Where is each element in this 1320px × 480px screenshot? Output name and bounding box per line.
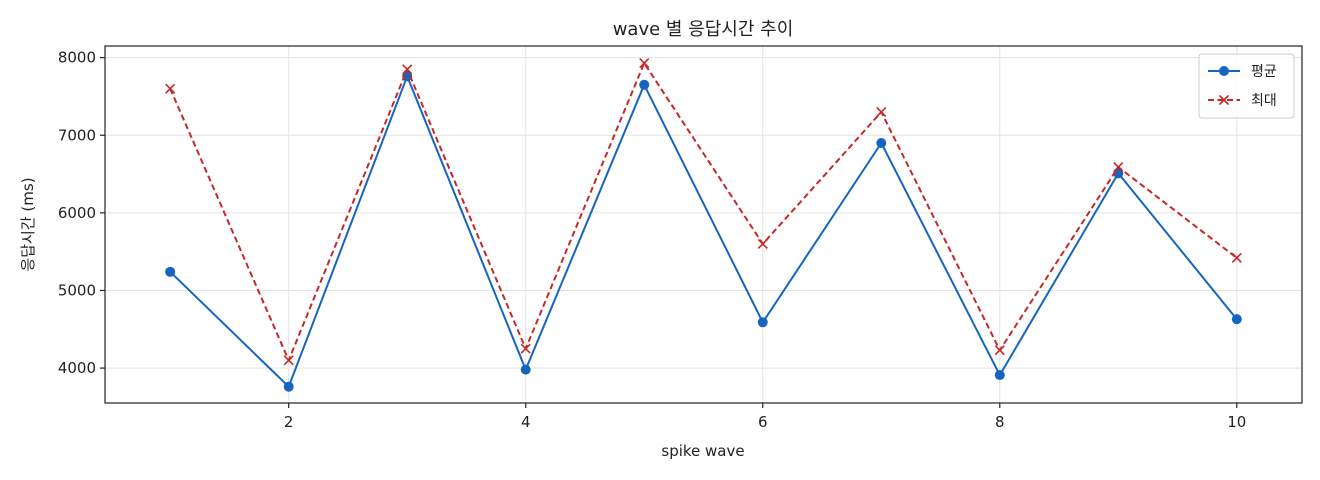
data-point [165, 266, 176, 277]
grid [105, 46, 1302, 403]
plot-frame [104, 45, 1303, 404]
data-point [994, 345, 1005, 356]
data-point [1231, 252, 1242, 263]
data-point [757, 317, 768, 328]
x-axis: 2 4 6 8 10 [284, 403, 1246, 431]
y-tick-label: 5000 [58, 281, 96, 299]
legend-marker [1219, 66, 1229, 76]
data-point [639, 79, 650, 90]
legend-label: 최대 [1251, 93, 1277, 109]
data-point [165, 83, 176, 94]
legend-label: 평균 [1251, 64, 1277, 80]
y-axis: 4000 5000 6000 7000 8000 [58, 49, 105, 377]
data-point [1113, 168, 1124, 179]
y-tick-label: 4000 [58, 359, 96, 377]
x-tick-label: 6 [758, 413, 768, 431]
chart-title: wave 별 응답시간 추이 [613, 19, 794, 40]
x-axis-label: spike wave [661, 442, 744, 460]
series-avg [165, 71, 1242, 392]
y-axis-label: 응답시간 (ms) [19, 177, 37, 271]
data-point [283, 381, 294, 392]
data-point [402, 64, 413, 75]
data-point [1231, 314, 1242, 325]
legend-box [1198, 53, 1295, 119]
x-tick-label: 8 [995, 413, 1005, 431]
data-point [876, 138, 887, 149]
x-tick-label: 10 [1227, 413, 1246, 431]
series-max [165, 58, 1242, 366]
y-tick-label: 8000 [58, 49, 96, 67]
data-point [1113, 162, 1124, 173]
data-point [283, 355, 294, 366]
series-line [169, 75, 1238, 388]
data-point [639, 58, 650, 69]
data-point [994, 370, 1005, 381]
data-point [876, 106, 887, 118]
y-tick-label: 7000 [58, 126, 96, 144]
series-layer [165, 58, 1242, 392]
data-point [402, 71, 413, 82]
y-tick-label: 6000 [58, 204, 96, 222]
data-point [520, 343, 531, 354]
data-point [520, 364, 531, 375]
series-line [169, 62, 1238, 362]
legend-marker [1218, 94, 1230, 106]
x-tick-label: 4 [521, 413, 531, 431]
data-point [757, 238, 768, 249]
x-tick-label: 2 [284, 413, 294, 431]
